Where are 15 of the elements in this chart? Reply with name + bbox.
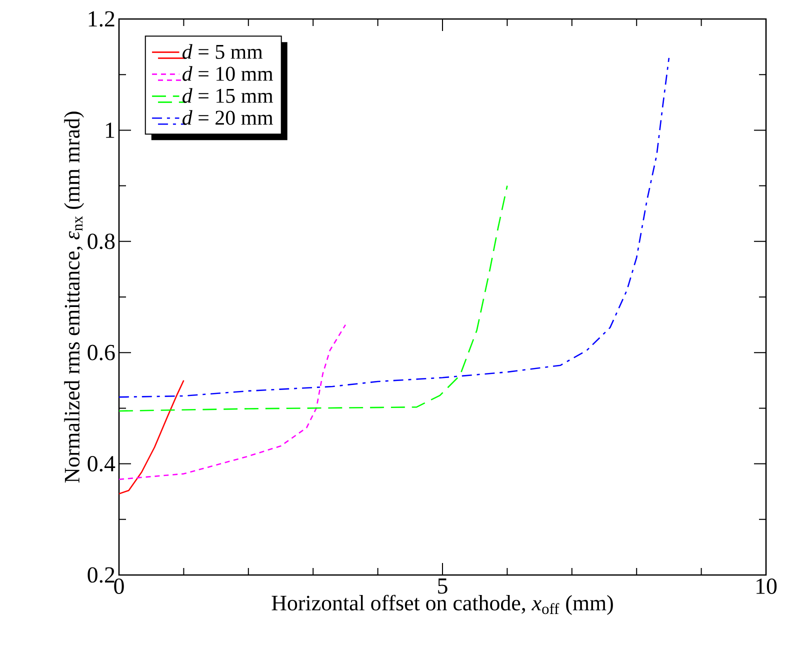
y-tick-label: 1 [106, 122, 114, 138]
y-tick-label: 0.2 [88, 567, 114, 583]
x-tick-label: 5 [438, 578, 448, 594]
legend-label: d = 10 mm [182, 66, 274, 81]
legend-label: d = 15 mm [182, 88, 274, 103]
x-tick-label: 0 [114, 578, 124, 594]
y-tick-label: 0.8 [88, 234, 115, 250]
y-tick-label: 1.2 [88, 11, 114, 27]
x-tick-label: 10 [756, 578, 777, 594]
legend-label: d = 20 mm [182, 110, 274, 125]
y-tick-label: 0.6 [88, 344, 115, 360]
y-tick-label: 0.4 [88, 456, 116, 472]
legend-label: d = 5 mm [182, 44, 263, 59]
x-axis-title: Horizontal offset on cathode, x$_{off}$ (mm) [272, 594, 613, 615]
y-axis-title: Normalized rms emittance, ε$_{nx}$ (mm mrad) [64, 112, 84, 483]
